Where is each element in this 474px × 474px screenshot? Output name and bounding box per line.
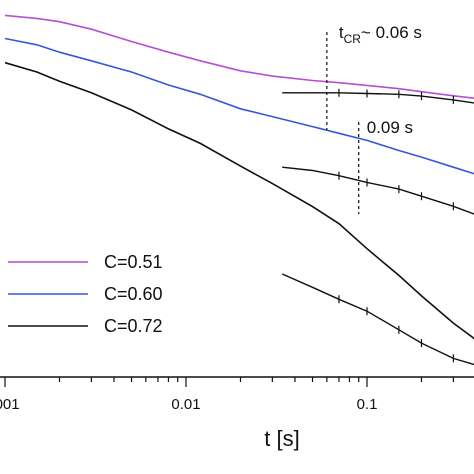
legend-label-2: C=0.60 (104, 284, 163, 304)
legend-label-3: C=0.72 (104, 316, 163, 336)
fit-curve-2 (282, 166, 474, 215)
x-tick-label-3: 0.1 (357, 396, 378, 413)
series-line-3 (4, 61, 474, 340)
series-line-2 (4, 37, 474, 175)
fit-layer (281, 88, 474, 366)
legend: C=0.51 C=0.60 C=0.72 (8, 252, 163, 336)
x-tick-label-2: 0.01 (171, 396, 200, 413)
series-line-1 (4, 14, 474, 99)
critical-label-1: tCR~ 0.06 s (339, 23, 422, 46)
critical-label-2: 0.09 s (367, 118, 413, 137)
series-layer (4, 14, 474, 340)
x-axis-title: t [s] (264, 426, 299, 451)
fit-curve-3 (281, 273, 474, 366)
x-tick-label-1: .001 (0, 396, 20, 413)
legend-label-1: C=0.51 (104, 252, 163, 272)
x-axis: .001 0.01 0.1 (0, 377, 454, 413)
critical-time-markers: tCR~ 0.06 s0.09 s0. (326, 23, 422, 214)
